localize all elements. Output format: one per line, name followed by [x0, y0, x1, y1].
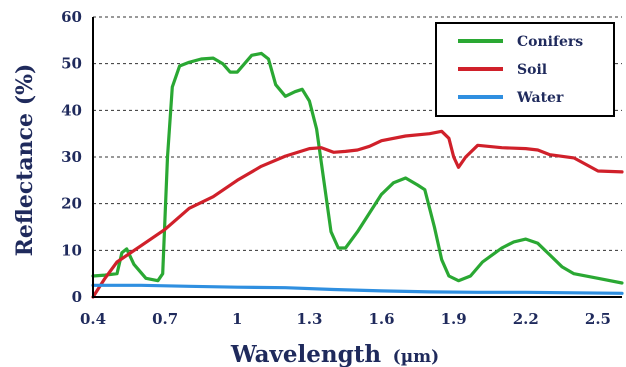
x-tick-label: 1.3	[296, 310, 322, 328]
x-axis-unit: (µm)	[393, 347, 440, 367]
series-line-water	[91, 283, 624, 295]
y-axis-title: Reflectance (%)	[12, 64, 38, 257]
x-tick-label: 1	[232, 310, 242, 328]
legend-label-conifers: Conifers	[517, 34, 583, 50]
series-line-soil	[91, 129, 624, 299]
y-tick-label: 20	[61, 195, 82, 213]
x-tick-label: 1.6	[368, 310, 394, 328]
legend-label-soil: Soil	[517, 62, 547, 78]
y-tick-label: 10	[61, 241, 82, 259]
y-tick-label: 50	[61, 55, 82, 73]
x-axis-title-text: Wavelength	[230, 341, 382, 367]
x-axis-title: Wavelength (µm)	[230, 341, 439, 367]
x-tick-label: 2.5	[585, 310, 611, 328]
x-tick-label: 1.9	[441, 310, 467, 328]
x-tick-label: 0.7	[152, 310, 178, 328]
legend-label-water: Water	[516, 90, 564, 106]
y-tick-label: 40	[61, 101, 82, 119]
series-line-conifers	[91, 51, 624, 285]
y-tick-label: 0	[72, 288, 82, 306]
x-tick-label: 0.4	[80, 310, 106, 328]
legend: Conifers Soil Water	[435, 22, 615, 117]
axes	[92, 17, 622, 298]
series-layer	[91, 51, 624, 299]
x-tick-label: 2.2	[513, 310, 539, 328]
y-tick-label: 60	[61, 8, 82, 26]
tick-labels: 0 10 20 30 40 50 60 0.4 0.7 1 1.3 1.6 1.9 2.2 2.5	[61, 8, 611, 328]
y-tick-label: 30	[61, 148, 82, 166]
